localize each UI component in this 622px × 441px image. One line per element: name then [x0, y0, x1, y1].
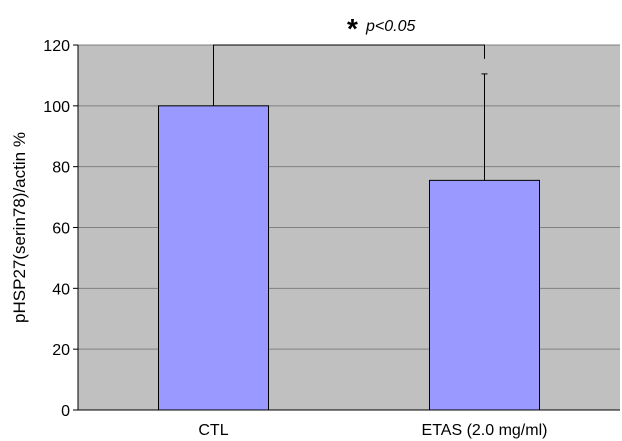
x-tick-label: CTL [198, 422, 228, 439]
error-bars [481, 73, 488, 181]
y-tick-label: 40 [52, 281, 70, 298]
significance-star: * [347, 13, 358, 44]
bracket-line [213, 44, 485, 106]
y-tick-label: 20 [52, 342, 70, 359]
y-tick-label: 60 [52, 221, 70, 238]
x-axis-ticks: CTL ETAS (2.0 mg/ml) [198, 422, 547, 439]
y-tick-label: 100 [43, 99, 70, 116]
y-tick-label: 0 [61, 403, 70, 420]
y-tick-label: 80 [52, 160, 70, 177]
significance-label: p<0.05 [365, 18, 415, 35]
y-tick-label: 120 [43, 38, 70, 55]
x-tick-label: ETAS (2.0 mg/ml) [422, 422, 548, 439]
bar-0 [158, 105, 269, 411]
bar-1 [429, 179, 540, 411]
bars [158, 105, 540, 411]
y-axis-title: pHSP27(serin78)/actin % [10, 132, 29, 323]
significance-bracket [213, 44, 485, 106]
y-axis-ticks: 0 20 40 60 80 100 120 [43, 38, 620, 420]
